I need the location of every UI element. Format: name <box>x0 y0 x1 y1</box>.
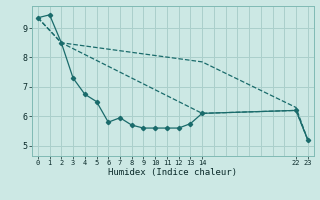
X-axis label: Humidex (Indice chaleur): Humidex (Indice chaleur) <box>108 168 237 177</box>
